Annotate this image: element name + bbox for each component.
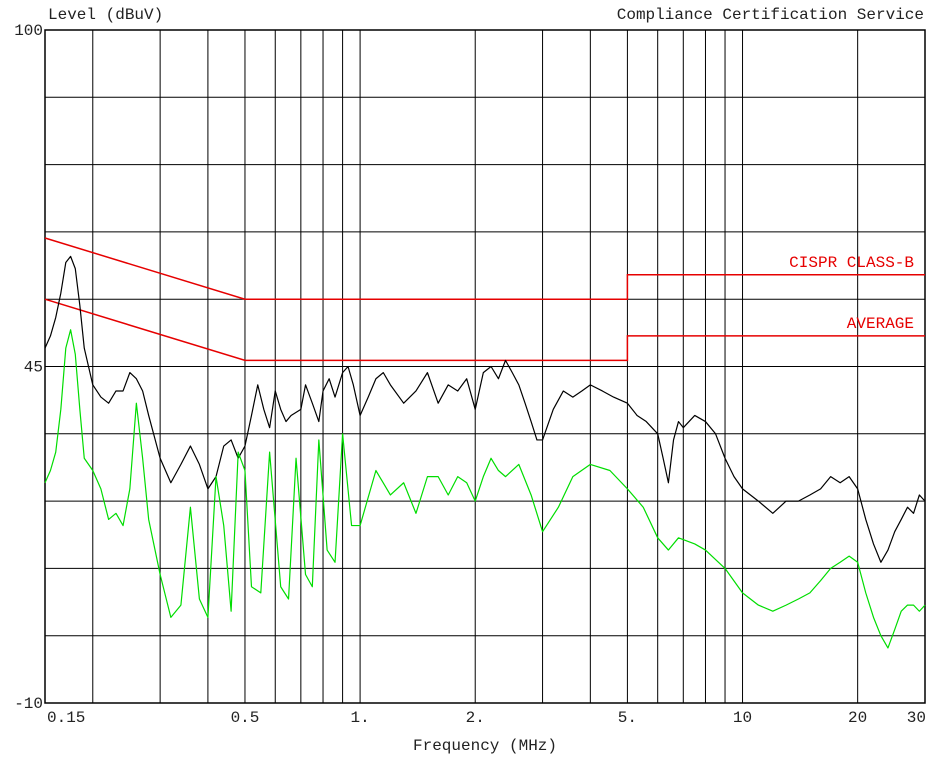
limit-line-0 — [44, 237, 925, 300]
header-right-text: Compliance Certification Service — [617, 6, 924, 24]
x-axis-label: Frequency (MHz) — [413, 737, 557, 755]
x-tick-label-0: 0.15 — [47, 709, 85, 727]
x-tick-label-7: 30 — [907, 709, 926, 727]
x-tick-label-3: 2. — [466, 709, 485, 727]
limit-line-1 — [44, 298, 925, 362]
y-tick-labels: 100 45 -10 — [14, 22, 43, 713]
x-tick-label-5: 10 — [733, 709, 752, 727]
x-tick-label-2: 1. — [350, 709, 369, 727]
y-tick-label-2: -10 — [14, 695, 43, 713]
grid-lines — [45, 29, 925, 704]
measurement-traces — [44, 255, 926, 649]
limit-lines — [44, 237, 925, 362]
y-tick-label-1: 45 — [24, 359, 43, 377]
limit-label-average: AVERAGE — [847, 315, 914, 333]
x-tick-label-4: 5. — [618, 709, 637, 727]
y-tick-label-0: 100 — [14, 22, 43, 40]
trace-line-0 — [44, 255, 926, 563]
trace-line-1 — [44, 329, 926, 649]
x-tick-labels: 0.15 0.5 1. 2. 5. 10 20 30 — [47, 709, 926, 727]
x-tick-label-6: 20 — [848, 709, 867, 727]
y-axis-label: Level (dBuV) — [48, 6, 163, 24]
x-tick-label-1: 0.5 — [231, 709, 260, 727]
limit-label-cispr: CISPR CLASS-B — [789, 254, 914, 272]
